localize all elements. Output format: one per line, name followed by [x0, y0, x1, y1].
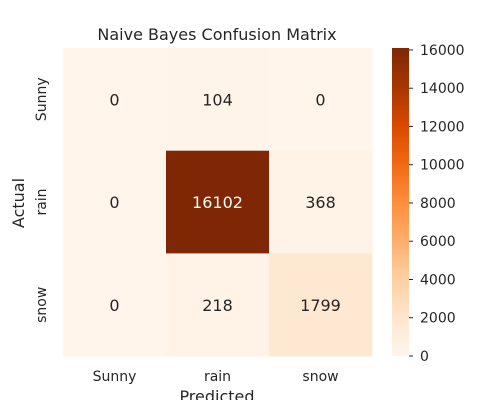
- heatmap-cell: [63, 48, 167, 152]
- colorbar-tick-label: 10000: [420, 158, 465, 174]
- cell-value-label: 16102: [192, 193, 243, 212]
- heatmap-cell: [63, 253, 167, 357]
- cell-value-label: 0: [109, 296, 119, 315]
- colorbar-tick-label: 0: [420, 349, 429, 365]
- heatmap-cell: [269, 150, 373, 254]
- colorbar-tick-label: 6000: [420, 234, 456, 250]
- colorbar-tick-label: 4000: [420, 272, 456, 288]
- heatmap-cell: [269, 253, 373, 357]
- x-tick-label: snow: [302, 369, 338, 385]
- x-axis-label: Predicted: [179, 387, 254, 400]
- heatmap-cell: [63, 150, 167, 254]
- heatmap-cell: [166, 48, 270, 152]
- cell-value-label: 368: [305, 193, 336, 212]
- cell-value-label: 0: [109, 90, 119, 109]
- chart-title: Naive Bayes Confusion Matrix: [97, 25, 336, 44]
- colorbar-tick-label: 14000: [420, 81, 465, 97]
- colorbar-ticks: 0 2000 4000 6000 8000 10000 12000 14000 16000: [409, 43, 465, 365]
- y-tick-label: snow: [34, 287, 50, 323]
- colorbar-tick-label: 2000: [420, 311, 456, 327]
- colorbar-tick-label: 8000: [420, 196, 456, 212]
- y-tick-label: Sunny: [34, 77, 50, 121]
- x-tick-labels: Sunny rain snow: [93, 369, 339, 385]
- x-tick-label: Sunny: [93, 369, 137, 385]
- colorbar-tick-label: 12000: [420, 119, 465, 135]
- y-tick-labels: Sunny rain snow: [34, 77, 50, 322]
- heatmap-cell: [166, 150, 270, 254]
- cell-value-label: 104: [202, 90, 233, 109]
- cell-value-label: 218: [202, 296, 233, 315]
- colorbar-tick-label: 16000: [420, 43, 465, 59]
- heatmap-cells: 0 104 0 0 16102 368 0 218 1799: [63, 48, 373, 357]
- cell-value-label: 1799: [300, 296, 341, 315]
- y-tick-label: rain: [34, 188, 50, 215]
- colorbar: [392, 48, 409, 356]
- heatmap-cell: [166, 253, 270, 357]
- cell-value-label: 0: [315, 90, 325, 109]
- heatmap-cell: [269, 48, 373, 152]
- y-axis-label: Actual: [9, 178, 28, 228]
- cell-value-label: 0: [109, 193, 119, 212]
- x-tick-label: rain: [204, 369, 231, 385]
